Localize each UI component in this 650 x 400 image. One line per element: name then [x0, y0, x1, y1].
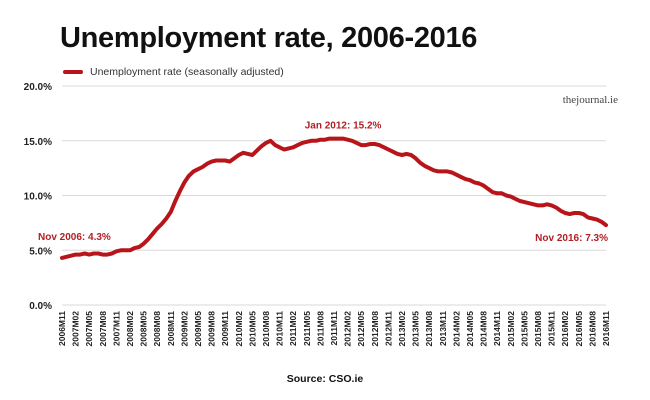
x-tick-label: 2012M05 — [356, 311, 366, 347]
y-tick-label: 5.0% — [29, 246, 52, 257]
x-tick-label: 2016M08 — [587, 311, 597, 347]
x-tick-label: 2010M02 — [234, 311, 244, 347]
x-tick-label: 2015M11 — [547, 311, 557, 346]
x-tick-label: 2009M11 — [220, 311, 230, 346]
x-tick-label: 2013M02 — [397, 311, 407, 347]
x-tick-label: 2011M08 — [315, 311, 325, 346]
x-tick-label: 2011M11 — [329, 311, 339, 346]
watermark-logo: thejournal.ie — [562, 94, 618, 106]
grid-lines — [62, 85, 606, 306]
source-note: Source: CSO.ie — [286, 373, 364, 385]
x-tick-label: 2012M02 — [343, 311, 353, 347]
x-tick-label: 2014M08 — [479, 311, 489, 347]
x-tick-label: 2007M02 — [71, 311, 81, 347]
x-tick-label: 2008M11 — [166, 311, 176, 346]
x-tick-label: 2006M11 — [57, 311, 67, 346]
x-tick-label: 2010M11 — [275, 311, 285, 346]
data-annotation: Nov 2006: 4.3% — [38, 232, 111, 243]
x-tick-label: 2016M11 — [601, 311, 611, 346]
x-tick-label: 2015M05 — [519, 311, 529, 347]
x-axis-tick-labels: 2006M11 2007M02 2007M05 2007M08 2007M11 2008M… — [57, 311, 611, 347]
data-annotation: Jan 2012: 15.2% — [305, 121, 382, 132]
x-tick-label: 2008M02 — [125, 311, 135, 347]
x-tick-label: 2007M11 — [111, 311, 121, 346]
chart-legend: Unemployment rate (seasonally adjusted) — [63, 65, 284, 79]
y-tick-label: 15.0% — [24, 137, 52, 148]
x-tick-label: 2014M11 — [492, 311, 502, 346]
x-tick-label: 2016M05 — [574, 311, 584, 347]
series-lines — [60, 136, 608, 260]
y-tick-label: 0.0% — [29, 301, 52, 312]
y-axis-tick-labels: 0.0% 5.0% 10.0% 15.0% 20.0% — [24, 82, 52, 312]
legend-label: Unemployment rate (seasonally adjusted) — [90, 66, 284, 78]
data-annotations: Nov 2006: 4.3% Jan 2012: 15.2% Nov 2016: 7… — [38, 121, 608, 245]
x-tick-label: 2007M05 — [84, 311, 94, 347]
y-tick-label: 10.0% — [24, 192, 52, 203]
x-tick-label: 2012M08 — [370, 311, 380, 347]
chart-title: Unemployment rate, 2006-2016 — [60, 22, 478, 54]
y-tick-label: 20.0% — [24, 82, 52, 93]
x-tick-label: 2009M05 — [193, 311, 203, 347]
x-tick-label: 2011M05 — [302, 311, 312, 346]
x-tick-label: 2008M08 — [152, 311, 162, 347]
x-tick-label: 2013M11 — [438, 311, 448, 346]
data-annotation: Nov 2016: 7.3% — [535, 233, 608, 244]
x-tick-label: 2011M02 — [288, 311, 298, 346]
x-tick-label: 2010M08 — [261, 311, 271, 347]
x-tick-label: 2013M05 — [411, 311, 421, 347]
x-tick-label: 2012M11 — [383, 311, 393, 346]
x-tick-label: 2014M02 — [451, 311, 461, 347]
x-tick-label: 2015M08 — [533, 311, 543, 347]
x-tick-label: 2009M02 — [179, 311, 189, 347]
unemployment-rate-line — [60, 136, 608, 260]
x-tick-label: 2013M08 — [424, 311, 434, 347]
x-tick-label: 2008M05 — [139, 311, 149, 347]
x-tick-label: 2009M08 — [207, 311, 217, 347]
x-tick-label: 2014M05 — [465, 311, 475, 347]
x-tick-label: 2007M08 — [98, 311, 108, 347]
x-tick-label: 2016M02 — [560, 311, 570, 347]
x-tick-label: 2010M05 — [247, 311, 257, 347]
legend-swatch — [63, 70, 83, 74]
x-tick-label: 2015M02 — [506, 311, 516, 347]
